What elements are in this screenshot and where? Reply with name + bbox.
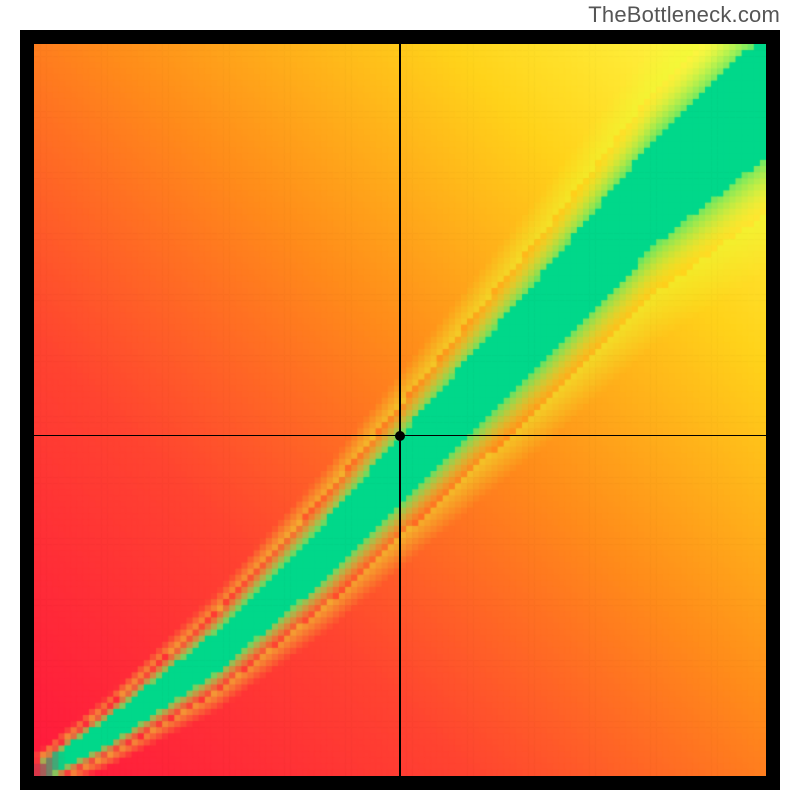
chart-frame <box>20 30 780 790</box>
crosshair-vertical <box>399 44 401 776</box>
watermark-text: TheBottleneck.com <box>588 2 780 28</box>
selected-point-marker <box>395 431 405 441</box>
